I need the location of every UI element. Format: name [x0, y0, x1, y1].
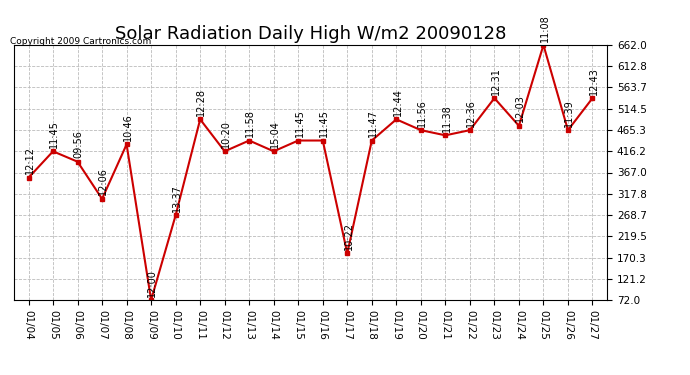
- Text: 10:46: 10:46: [123, 113, 132, 141]
- Text: 09:56: 09:56: [74, 130, 83, 158]
- Text: 12:03: 12:03: [515, 94, 525, 122]
- Text: 11:08: 11:08: [540, 14, 550, 42]
- Text: 12:00: 12:00: [148, 268, 157, 297]
- Title: Solar Radiation Daily High W/m2 20090128: Solar Radiation Daily High W/m2 20090128: [115, 26, 506, 44]
- Text: 11:47: 11:47: [368, 109, 378, 137]
- Text: 12:36: 12:36: [466, 99, 476, 127]
- Text: 12:31: 12:31: [491, 67, 501, 95]
- Text: Copyright 2009 Cartronics.com: Copyright 2009 Cartronics.com: [10, 38, 152, 46]
- Text: 10:22: 10:22: [344, 222, 353, 250]
- Text: 12:28: 12:28: [197, 88, 206, 116]
- Text: 11:58: 11:58: [246, 109, 255, 137]
- Text: 11:45: 11:45: [49, 120, 59, 148]
- Text: 15:04: 15:04: [270, 120, 280, 148]
- Text: 12:44: 12:44: [393, 88, 402, 116]
- Text: 11:56: 11:56: [417, 99, 427, 127]
- Text: 12:43: 12:43: [589, 67, 599, 95]
- Text: 12:12: 12:12: [25, 146, 34, 174]
- Text: 11:45: 11:45: [319, 109, 329, 137]
- Text: 10:20: 10:20: [221, 120, 231, 148]
- Text: 11:45: 11:45: [295, 109, 304, 137]
- Text: 12:06: 12:06: [98, 168, 108, 195]
- Text: 13:37: 13:37: [172, 184, 182, 212]
- Text: 11:39: 11:39: [564, 99, 574, 127]
- Text: 11:38: 11:38: [442, 104, 451, 132]
